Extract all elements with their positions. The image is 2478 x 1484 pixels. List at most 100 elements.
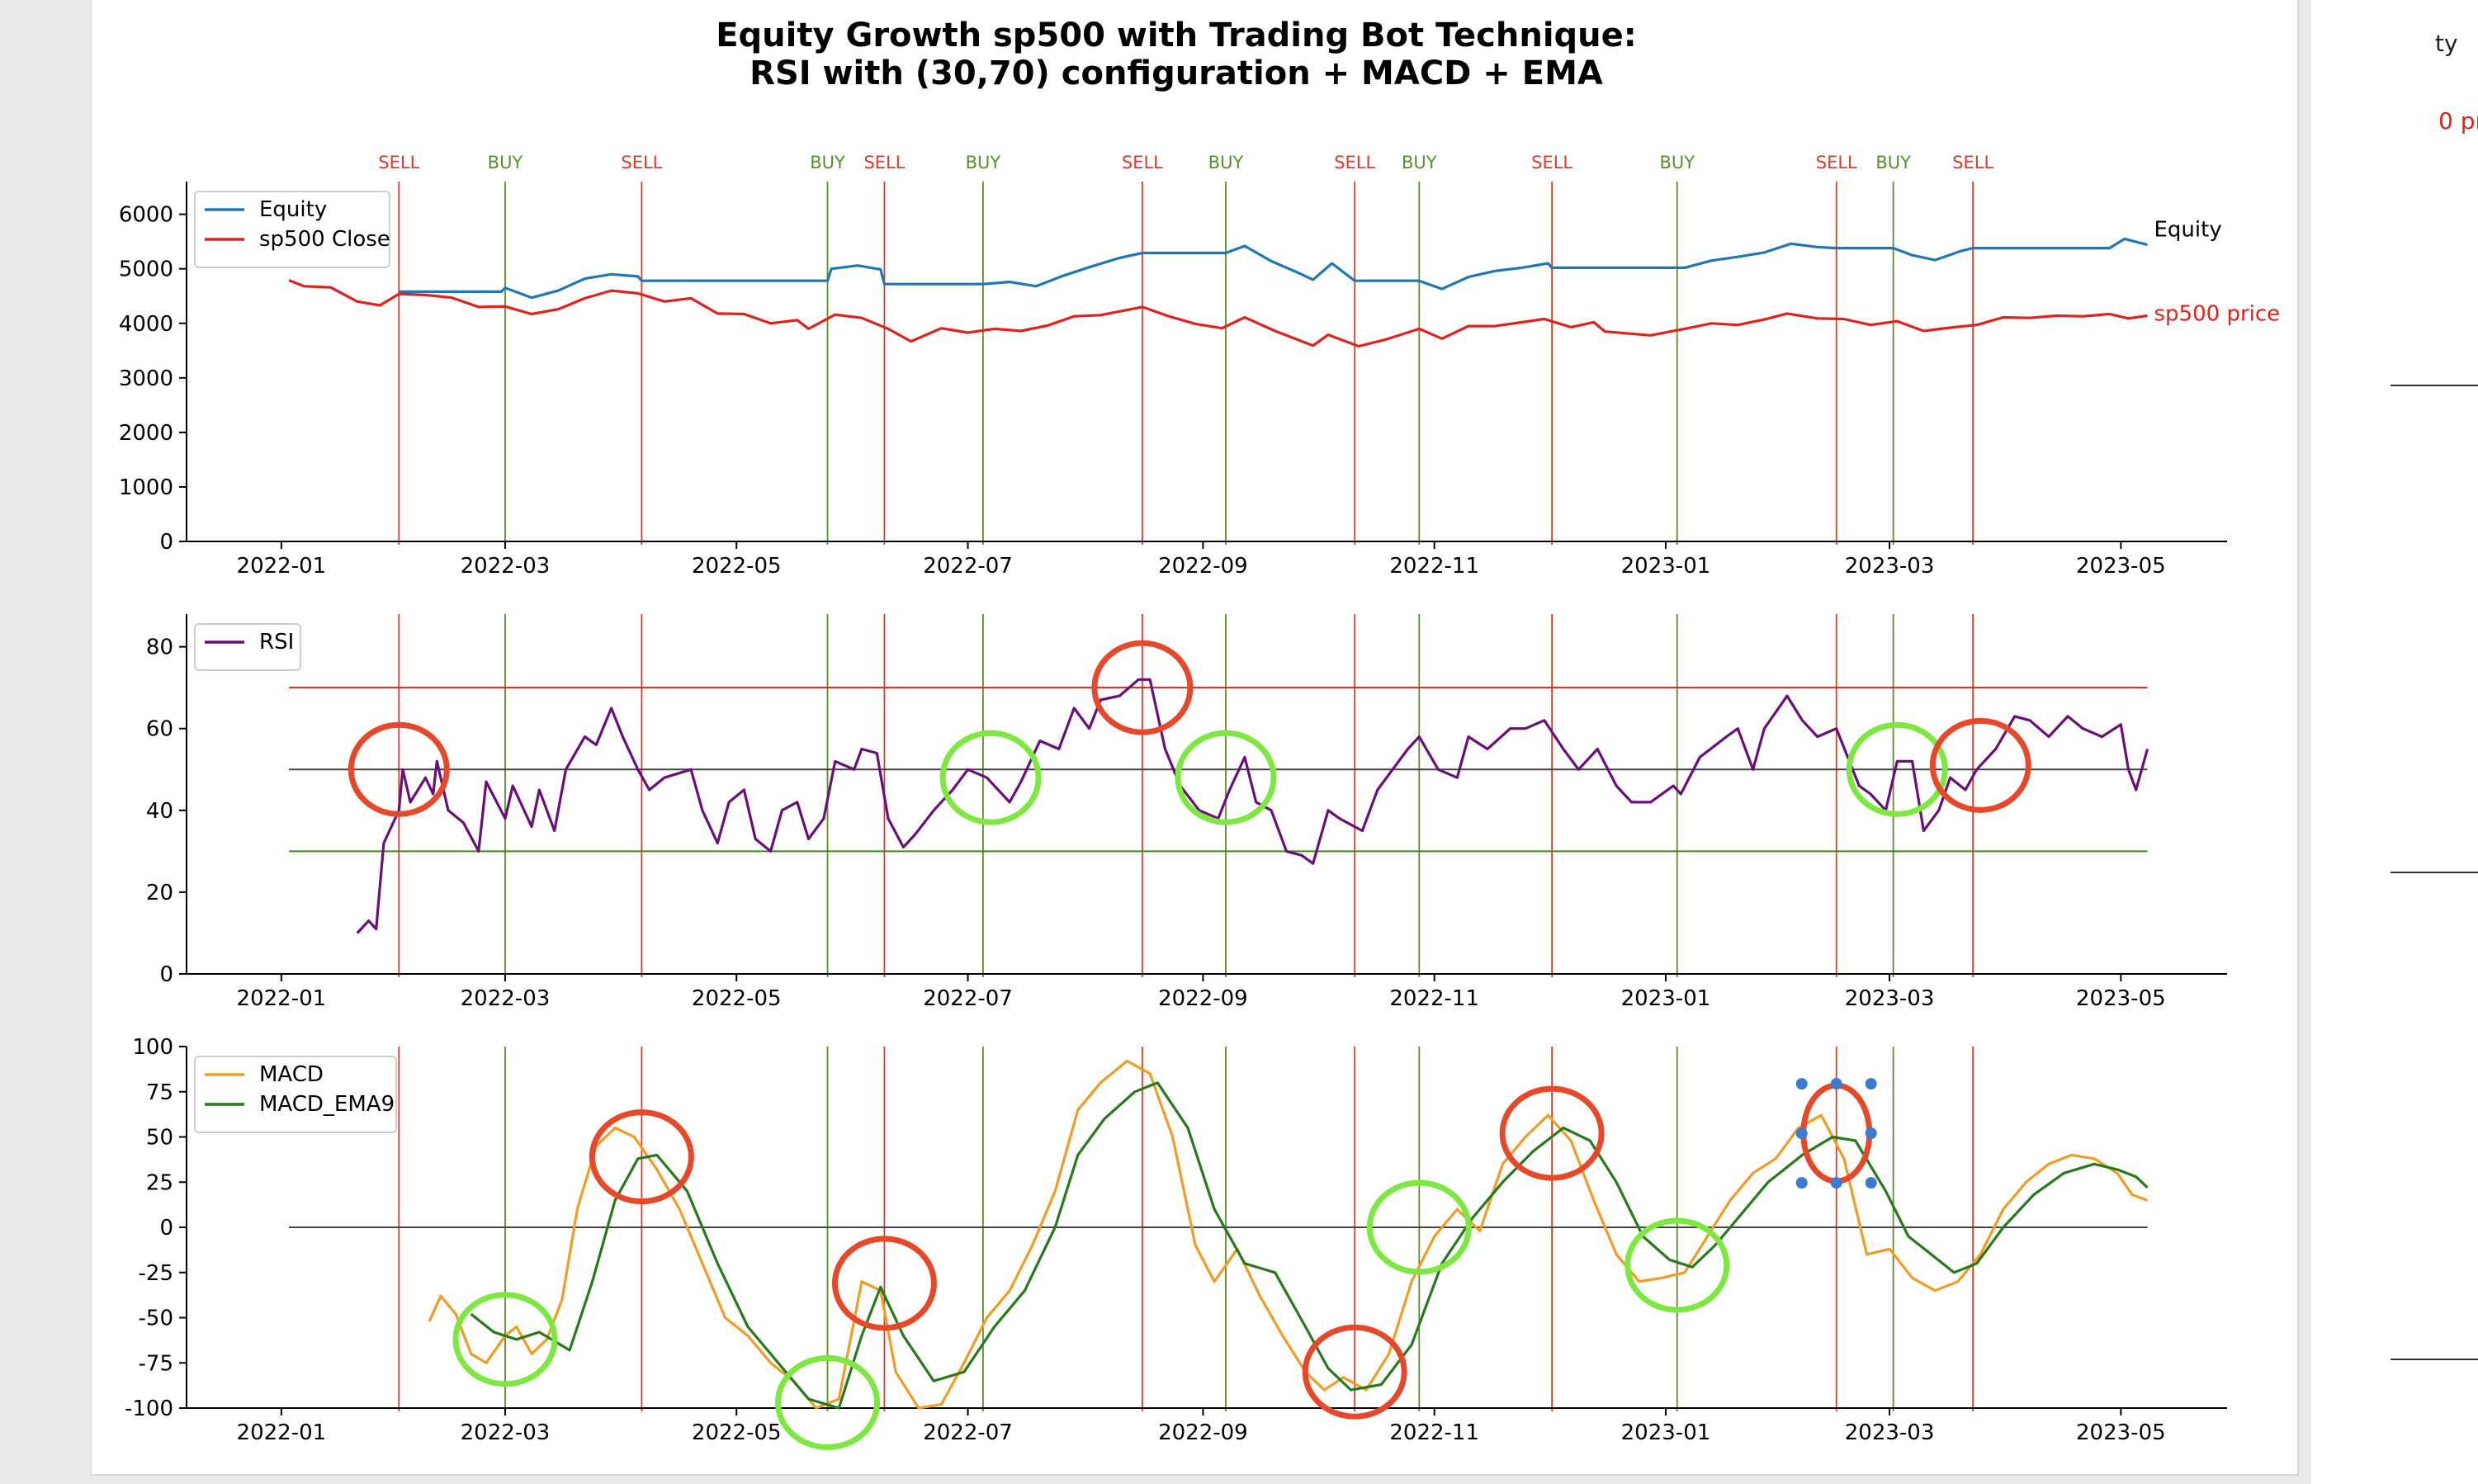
price-legend-label: sp500 Close	[259, 227, 390, 252]
selection-handle	[1830, 1177, 1842, 1189]
rsi-y-tick-label: 20	[146, 881, 173, 905]
macd-x-tick-label: 2023-01	[1621, 1420, 1711, 1445]
signal-label-sell: SELL	[863, 153, 905, 173]
macd-y-tick-label: 0	[159, 1216, 173, 1241]
rsi-x-tick-label: 2022-09	[1158, 986, 1248, 1011]
macd-annotation-circle-red	[589, 1109, 694, 1205]
price-x-tick-label: 2023-01	[1621, 554, 1711, 579]
macd-annotation-circle-red	[1499, 1085, 1605, 1181]
macd-annotation-circle-green	[775, 1354, 881, 1450]
macd-x-tick-label: 2023-03	[1845, 1420, 1935, 1445]
macd-x-tick-label: 2022-11	[1389, 1420, 1479, 1445]
background-divider-3	[2391, 1359, 2478, 1360]
macd-y-tick-label: 25	[146, 1170, 173, 1195]
rsi-annotation-circle-green	[939, 730, 1042, 825]
signal-label-sell: SELL	[621, 153, 662, 173]
rsi-x-tick-label: 2023-03	[1845, 986, 1935, 1011]
signal-label-buy: BUY	[1875, 153, 1911, 173]
price-y-tick-label: 2000	[119, 421, 173, 446]
signal-label-sell: SELL	[1816, 153, 1857, 173]
price-x-tick-label: 2022-01	[237, 554, 327, 579]
rsi-annotation-circle-green	[1175, 730, 1277, 825]
chart-title-line-2: RSI with (30,70) configuration + MACD + …	[750, 54, 1603, 92]
rsi-annotation-circle-red	[1091, 640, 1194, 735]
macd-series-macd	[428, 1059, 2149, 1410]
signal-label-buy: BUY	[966, 153, 1001, 173]
price-y-tick-label: 6000	[119, 203, 173, 228]
signal-label-sell: SELL	[1334, 153, 1375, 173]
signal-label-buy: BUY	[1659, 153, 1695, 173]
selection-handle	[1865, 1127, 1877, 1140]
rsi-y-tick-label: 80	[146, 636, 173, 660]
background-window-text-1: ty	[2435, 30, 2458, 57]
price-y-tick-label: 5000	[119, 258, 173, 282]
price-x-tick-label: 2022-11	[1389, 554, 1479, 579]
rsi-x-tick-label: 2023-01	[1621, 986, 1711, 1011]
price-y-tick-label: 3000	[119, 366, 173, 391]
selection-handle	[1830, 1078, 1842, 1090]
rsi-y-tick-label: 0	[159, 962, 173, 987]
macd-annotation-circle-green	[452, 1292, 558, 1387]
rsi-series-rsi	[356, 678, 2149, 934]
price-series-sp500-close	[288, 279, 2148, 348]
selection-handle	[1795, 1078, 1808, 1090]
rsi-legend-label: RSI	[259, 630, 294, 655]
macd-annotation-circle-red	[831, 1236, 937, 1331]
background-divider-1	[2391, 385, 2478, 386]
rsi-annotation-circle-red	[348, 721, 450, 817]
macd-y-tick-label: 100	[132, 1035, 173, 1060]
price-y-tick-label: 1000	[119, 475, 173, 500]
signal-label-buy: BUY	[810, 153, 845, 173]
selection-handle	[1865, 1177, 1877, 1189]
rsi-x-tick-label: 2023-05	[2076, 986, 2166, 1011]
price-y-tick-label: 0	[159, 530, 173, 555]
macd-x-tick-label: 2022-03	[461, 1420, 551, 1445]
signal-label-sell: SELL	[1952, 153, 1993, 173]
chart-title-line-1: Equity Growth sp500 with Trading Bot Tec…	[716, 17, 1637, 54]
rsi-annotation-circle-green	[1846, 721, 1948, 817]
price-x-tick-label: 2022-09	[1158, 554, 1248, 579]
macd-legend-label: MACD	[259, 1062, 324, 1087]
rsi-y-tick-label: 60	[146, 717, 173, 742]
macd-y-tick-label: -100	[125, 1397, 173, 1421]
macd-y-tick-label: -50	[139, 1307, 173, 1331]
macd-x-tick-label: 2022-05	[692, 1420, 782, 1445]
macd-x-tick-label: 2022-09	[1158, 1420, 1248, 1445]
macd-y-tick-label: -25	[139, 1261, 173, 1286]
price-series-equity	[399, 237, 2148, 300]
annotation-layer	[348, 640, 2031, 1450]
macd-y-tick-label: -75	[139, 1351, 173, 1376]
background-window-text-2: 0 pr	[2438, 107, 2478, 135]
macd-legend-label: MACD_EMA9	[259, 1092, 395, 1117]
macd-x-tick-label: 2023-05	[2076, 1420, 2166, 1445]
macd-annotation-circle-green	[1366, 1179, 1472, 1275]
selection-handle	[1795, 1127, 1808, 1140]
macd-legend-box	[194, 1056, 397, 1133]
macd-annotation-circle-green	[1624, 1217, 1730, 1313]
signal-label-buy: BUY	[488, 153, 523, 173]
price-legend-label: Equity	[259, 197, 327, 222]
price-x-tick-label: 2023-05	[2076, 554, 2166, 579]
macd-x-tick-label: 2022-07	[923, 1420, 1013, 1445]
rsi-legend-box	[194, 623, 301, 671]
price-x-tick-label: 2022-07	[923, 554, 1013, 579]
signal-label-sell: SELL	[1531, 153, 1572, 173]
signal-label-buy: BUY	[1402, 153, 1437, 173]
macd-x-tick-label: 2022-01	[237, 1420, 327, 1445]
rsi-x-tick-label: 2022-05	[692, 986, 782, 1011]
rsi-x-tick-label: 2022-11	[1389, 986, 1479, 1011]
price-x-tick-label: 2022-05	[692, 554, 782, 579]
price-x-tick-label: 2023-03	[1845, 554, 1935, 579]
background-window	[2311, 0, 2478, 1484]
rsi-y-tick-label: 40	[146, 799, 173, 824]
panels-layer: 0 1000 2000 3000 40 0 0 5000 6000 2022-01 2022-03 2…	[119, 182, 2280, 1445]
signal-label-buy: BUY	[1208, 153, 1244, 173]
macd-y-tick-label: 75	[146, 1080, 173, 1105]
background-divider-2	[2391, 872, 2478, 873]
signal-label-sell: SELL	[1122, 153, 1163, 173]
selection-handle	[1865, 1078, 1877, 1090]
price-x-tick-label: 2022-03	[461, 554, 551, 579]
rsi-x-tick-label: 2022-07	[923, 986, 1013, 1011]
macd-y-tick-label: 50	[146, 1126, 173, 1151]
